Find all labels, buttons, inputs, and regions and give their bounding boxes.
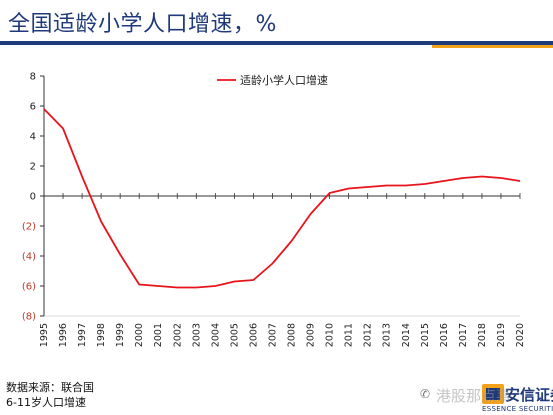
y-tick-label: (6) xyxy=(22,282,36,293)
x-tick-label: 1998 xyxy=(96,323,107,347)
y-tick-label: 4 xyxy=(30,132,36,143)
x-tick-label: 1995 xyxy=(39,323,50,347)
x-tick-label: 2018 xyxy=(477,323,488,347)
series-line xyxy=(43,108,521,289)
x-axis-ticks: 1995 1996 1997 1998 1999 2000 2001 2002 2003 2004… xyxy=(39,193,526,347)
y-tick-label: (2) xyxy=(22,222,36,233)
y-tick-label: 8 xyxy=(30,72,36,83)
y-tick-label: 0 xyxy=(30,192,36,203)
y-tick-label: 6 xyxy=(30,102,36,113)
y-axis-ticks: 8 6 4 2 0 (2) (4) (6) (8) xyxy=(22,72,44,323)
x-tick-label: 2012 xyxy=(363,323,374,347)
brand-logo: ✆ 安信证券 ESSENCE SECURITIES 港股那点事 xyxy=(418,381,553,415)
y-tick-label: (8) xyxy=(22,312,36,323)
source-line-1: 数据来源：联合国 xyxy=(6,381,94,394)
header-rule-orange xyxy=(432,45,553,48)
x-tick-label: 2015 xyxy=(420,323,431,347)
header-rule-blue xyxy=(0,41,553,45)
x-tick-label: 1996 xyxy=(58,323,69,347)
x-tick-label: 2010 xyxy=(325,323,336,347)
y-tick-label: 2 xyxy=(30,162,36,173)
x-tick-label: 2003 xyxy=(191,323,202,347)
x-tick-label: 2019 xyxy=(496,323,507,347)
page-title: 全国适龄小学人口增速，% xyxy=(8,12,277,37)
x-tick-label: 2020 xyxy=(515,323,526,347)
x-tick-label: 2014 xyxy=(401,323,412,347)
x-tick-label: 2013 xyxy=(382,323,393,347)
brand-name-en: ESSENCE SECURITIES xyxy=(482,405,553,413)
legend-label: 适龄小学人口增速 xyxy=(240,73,328,87)
essence-logo-icon xyxy=(482,384,504,404)
x-tick-label: 2016 xyxy=(439,323,450,347)
line-chart: 8 6 4 2 0 (2) (4) (6) (8) 1995 1996 1997 1998 1999 20… xyxy=(22,72,526,348)
source-line-2: 6-11岁人口增速 xyxy=(6,396,86,409)
chart-axes xyxy=(43,76,520,317)
x-tick-label: 2000 xyxy=(134,323,145,347)
x-tick-label: 2007 xyxy=(267,323,278,347)
x-tick-label: 2017 xyxy=(458,323,469,347)
chart-legend: 适龄小学人口增速 xyxy=(217,73,328,87)
brand-name-cn: 安信证券 xyxy=(505,386,553,404)
wechat-icon: ✆ xyxy=(420,387,431,401)
x-tick-label: 2006 xyxy=(248,323,259,347)
watermark-text: 港股那点事 xyxy=(436,387,512,405)
y-tick-label: (4) xyxy=(22,252,36,263)
x-tick-label: 1997 xyxy=(77,323,88,347)
x-tick-label: 2002 xyxy=(172,323,183,347)
x-tick-label: 2004 xyxy=(210,323,221,347)
x-tick-label: 1999 xyxy=(115,323,126,347)
x-tick-label: 2008 xyxy=(287,323,298,347)
x-tick-label: 2009 xyxy=(306,323,317,347)
x-tick-label: 2001 xyxy=(153,323,164,347)
x-tick-label: 2005 xyxy=(229,323,240,347)
x-tick-label: 2011 xyxy=(344,323,355,347)
series-layer xyxy=(43,108,521,289)
data-source-note: 数据来源：联合国 6-11岁人口增速 xyxy=(6,380,94,410)
